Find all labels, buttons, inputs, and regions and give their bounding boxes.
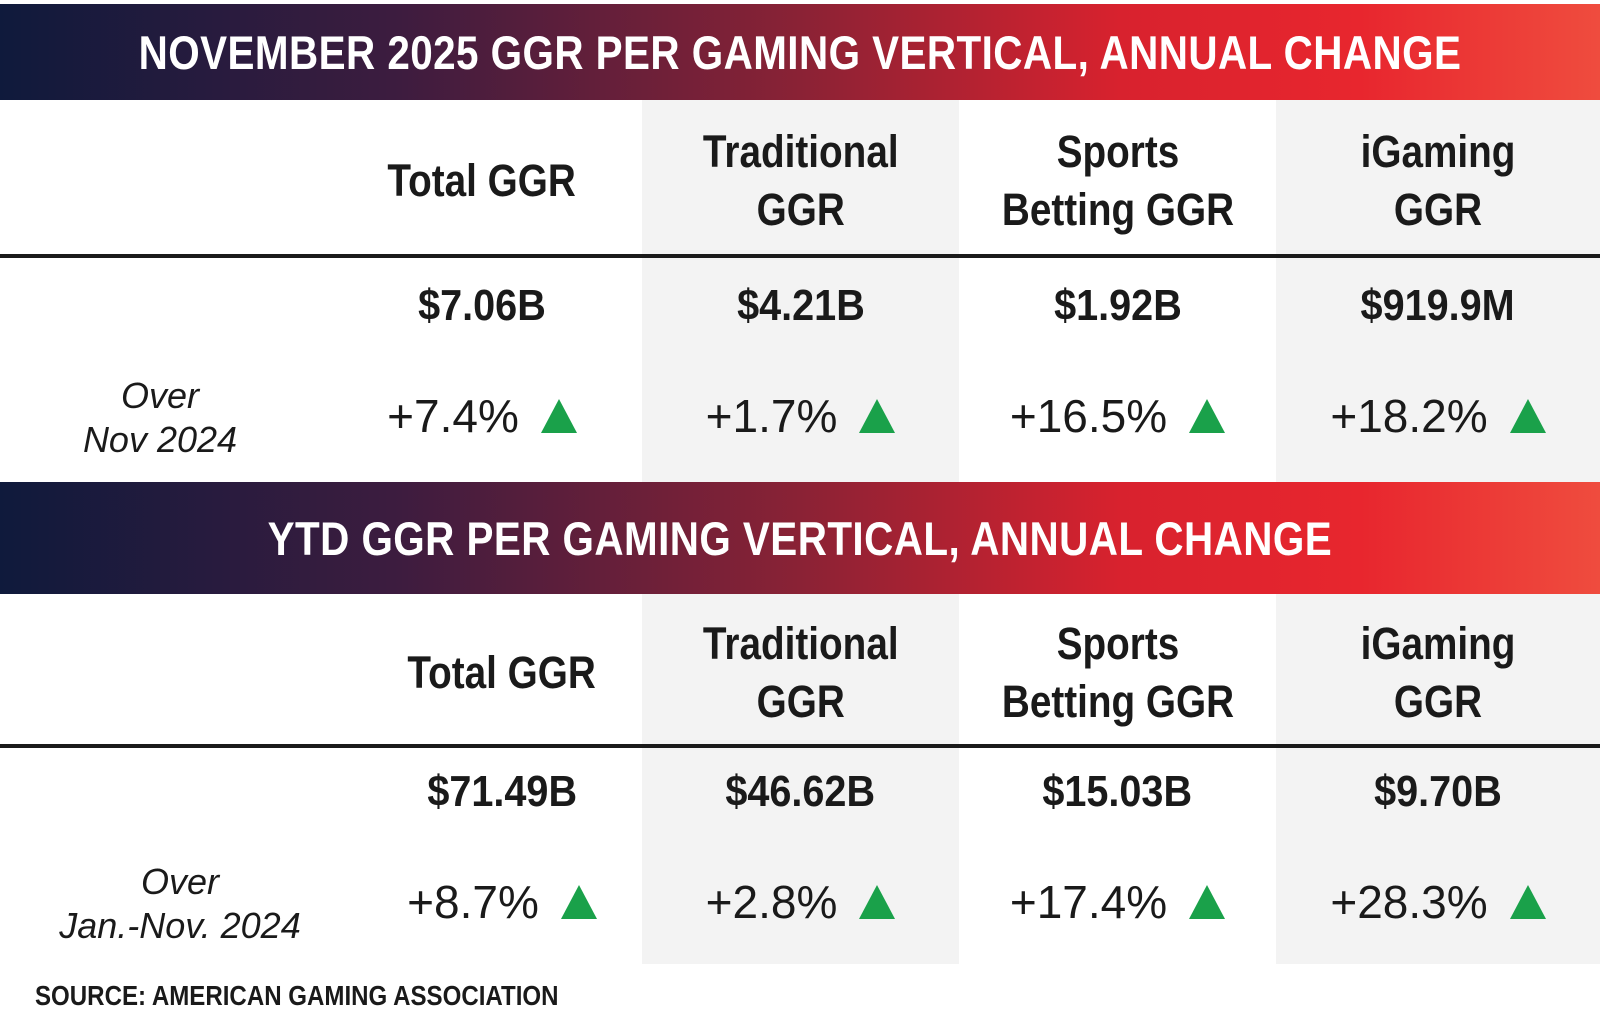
table-2-traditional-shade xyxy=(642,594,959,964)
table-1-header-total: Total GGR xyxy=(387,155,577,206)
table-1-header-rule xyxy=(0,254,1600,258)
up-arrow-icon xyxy=(1189,399,1226,433)
table-1-value-traditional: $4.21B xyxy=(736,281,865,330)
table-2-value-sports: $15.03B xyxy=(1042,767,1193,816)
table-2-header-traditional: Traditional GGR xyxy=(702,618,899,727)
table-2-change-igaming-text: +28.3% xyxy=(1330,876,1488,928)
table-1-change-total-text: +7.4% xyxy=(387,390,519,442)
table-2-title-banner: YTD GGR PER GAMING VERTICAL, ANNUAL CHAN… xyxy=(0,482,1600,594)
table-2-change-label: Over Jan.-Nov. 2024 xyxy=(59,861,301,946)
table-1-change-igaming-text: +18.2% xyxy=(1330,390,1488,442)
table-1-change-sports: +16.5% xyxy=(959,386,1276,446)
table-2-change-igaming: +28.3% xyxy=(1276,872,1600,932)
table-2-header-rule xyxy=(0,744,1600,748)
table-1-change-total: +7.4% xyxy=(322,386,642,446)
table-2-value-igaming: $9.70B xyxy=(1374,767,1502,816)
up-arrow-icon xyxy=(540,399,577,433)
table-2-change-sports-text: +17.4% xyxy=(1009,876,1168,928)
table-2-change-traditional: +2.8% xyxy=(642,872,959,932)
table-1-change-igaming: +18.2% xyxy=(1276,386,1600,446)
table-2-value-total: $71.49B xyxy=(427,767,577,816)
table-1-value-igaming: $919.9M xyxy=(1360,281,1516,330)
table-2-header-sports: Sports Betting GGR xyxy=(1001,618,1234,727)
table-2-header-total: Total GGR xyxy=(407,647,597,698)
table-2-title: YTD GGR PER GAMING VERTICAL, ANNUAL CHAN… xyxy=(267,511,1333,565)
table-1-igaming-shade xyxy=(1276,100,1600,482)
up-arrow-icon xyxy=(1189,885,1226,919)
table-1-change-traditional: +1.7% xyxy=(642,386,959,446)
table-2-change-total: +8.7% xyxy=(342,872,662,932)
table-1-change-label: Over Nov 2024 xyxy=(82,375,238,460)
table-2-change-total-text: +8.7% xyxy=(407,876,539,928)
table-1-traditional-shade xyxy=(642,100,959,482)
table-2-change-traditional-text: +2.8% xyxy=(705,876,838,928)
up-arrow-icon xyxy=(560,885,597,919)
table-1-title-banner: NOVEMBER 2025 GGR PER GAMING VERTICAL, A… xyxy=(0,4,1600,100)
table-1-header-igaming: iGaming GGR xyxy=(1360,126,1516,235)
table-1-title: NOVEMBER 2025 GGR PER GAMING VERTICAL, A… xyxy=(138,25,1462,79)
up-arrow-icon xyxy=(859,885,896,919)
table-1-value-sports: $1.92B xyxy=(1053,281,1182,330)
table-1-value-total: $7.06B xyxy=(418,281,546,330)
source-note: SOURCE: AMERICAN GAMING ASSOCIATION xyxy=(35,980,559,1011)
up-arrow-icon xyxy=(859,399,896,433)
up-arrow-icon xyxy=(1509,399,1546,433)
up-arrow-icon xyxy=(1509,885,1546,919)
table-2-header-igaming: iGaming GGR xyxy=(1360,618,1516,727)
table-2-change-sports: +17.4% xyxy=(959,872,1276,932)
table-1-change-traditional-text: +1.7% xyxy=(705,390,838,442)
table-1-header-traditional: Traditional GGR xyxy=(702,126,899,235)
table-1-header-sports: Sports Betting GGR xyxy=(1001,126,1234,235)
table-2-igaming-shade xyxy=(1276,594,1600,964)
table-1-change-sports-text: +16.5% xyxy=(1009,390,1168,442)
table-2-value-traditional: $46.62B xyxy=(725,767,876,816)
